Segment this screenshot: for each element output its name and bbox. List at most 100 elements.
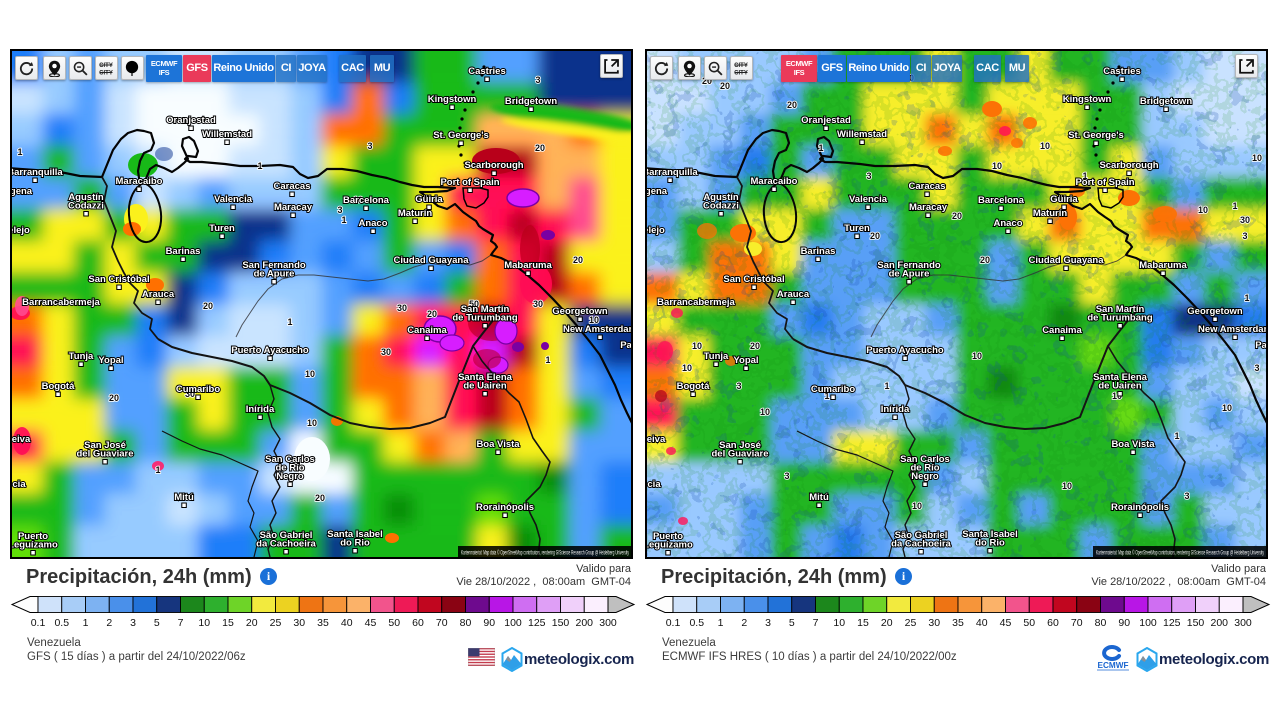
svg-text:10: 10 <box>1040 141 1050 151</box>
svg-text:do Rio: do Rio <box>975 538 1005 549</box>
svg-text:1: 1 <box>824 391 829 401</box>
svg-text:30: 30 <box>928 617 940 629</box>
svg-text:Boa Vista: Boa Vista <box>476 439 520 450</box>
svg-text:Barinas: Barinas <box>801 246 836 257</box>
svg-text:20: 20 <box>573 255 583 265</box>
svg-text:Anaco: Anaco <box>358 218 387 229</box>
svg-text:20: 20 <box>870 231 880 241</box>
svg-text:Maracay: Maracay <box>274 202 313 213</box>
svg-text:20: 20 <box>203 301 213 311</box>
svg-text:eiva: eiva <box>12 434 31 445</box>
svg-text:da Cachoeira: da Cachoeira <box>256 539 316 550</box>
svg-text:Güiria: Güiria <box>415 194 443 205</box>
svg-text:150: 150 <box>1187 617 1205 629</box>
svg-text:5: 5 <box>789 617 795 629</box>
svg-text:de Apure: de Apure <box>889 269 930 280</box>
svg-text:Mabaruma: Mabaruma <box>504 260 552 271</box>
svg-text:300: 300 <box>1234 617 1252 629</box>
svg-text:25: 25 <box>270 617 282 629</box>
svg-text:São Gabriel: São Gabriel <box>895 530 948 541</box>
svg-text:35: 35 <box>952 617 964 629</box>
svg-text:3: 3 <box>1184 491 1189 501</box>
svg-text:Barcelona: Barcelona <box>978 195 1025 206</box>
svg-text:1: 1 <box>17 147 22 157</box>
svg-text:Barinas: Barinas <box>166 246 201 257</box>
svg-text:30: 30 <box>293 617 305 629</box>
svg-text:90: 90 <box>1118 617 1130 629</box>
svg-text:Barranquilla: Barranquilla <box>647 167 698 178</box>
svg-text:de Río: de Río <box>910 463 939 474</box>
svg-text:1: 1 <box>1232 201 1237 211</box>
svg-text:CITY: CITY <box>99 63 113 69</box>
svg-text:del Guaviare: del Guaviare <box>711 449 768 460</box>
svg-text:60: 60 <box>1047 617 1059 629</box>
svg-text:Leguízamo: Leguízamo <box>647 540 693 551</box>
svg-text:10: 10 <box>992 161 1002 171</box>
svg-text:60: 60 <box>412 617 424 629</box>
svg-text:Anaco: Anaco <box>993 218 1022 229</box>
svg-text:Turen: Turen <box>844 223 870 234</box>
svg-text:San José: San José <box>84 440 126 451</box>
svg-text:Kartenmaterial: Map data © Ope: Kartenmaterial: Map data © OpenStreetMap… <box>1096 549 1264 557</box>
svg-text:do Rio: do Rio <box>340 538 370 549</box>
svg-text:Willemstad: Willemstad <box>837 129 887 140</box>
svg-text:200: 200 <box>1210 617 1228 629</box>
svg-text:cia: cia <box>12 479 26 490</box>
svg-text:Caracas: Caracas <box>909 181 946 192</box>
svg-text:0.1: 0.1 <box>31 617 46 629</box>
svg-text:de Turumbang: de Turumbang <box>1087 313 1152 324</box>
svg-text:3: 3 <box>1254 363 1259 373</box>
svg-text:Tunja: Tunja <box>704 351 729 362</box>
svg-text:Caracas: Caracas <box>274 181 311 192</box>
svg-text:10: 10 <box>912 501 922 511</box>
svg-text:Georgetown: Georgetown <box>1187 306 1243 317</box>
svg-text:del Guaviare: del Guaviare <box>76 449 133 460</box>
svg-text:15: 15 <box>222 617 234 629</box>
svg-text:1: 1 <box>257 161 262 171</box>
svg-text:1: 1 <box>1082 171 1087 181</box>
svg-text:10: 10 <box>198 617 210 629</box>
svg-text:Rorainópolis: Rorainópolis <box>476 502 534 513</box>
svg-text:10: 10 <box>1252 153 1262 163</box>
svg-text:San Fernando: San Fernando <box>877 260 941 271</box>
svg-text:de Turumbang: de Turumbang <box>452 313 517 324</box>
svg-text:Turen: Turen <box>209 223 235 234</box>
svg-text:90: 90 <box>483 617 495 629</box>
svg-text:eiva: eiva <box>647 434 666 445</box>
svg-text:3: 3 <box>130 617 136 629</box>
svg-text:10: 10 <box>833 617 845 629</box>
svg-text:Negro: Negro <box>276 471 304 482</box>
svg-text:1: 1 <box>545 355 550 365</box>
svg-text:Oranjestad: Oranjestad <box>801 115 851 126</box>
svg-text:Santa Elena: Santa Elena <box>1093 372 1148 383</box>
svg-text:Pa: Pa <box>620 340 631 351</box>
svg-text:Agustín: Agustín <box>703 192 739 203</box>
svg-text:10: 10 <box>972 351 982 361</box>
svg-text:Puerto Ayacucho: Puerto Ayacucho <box>866 345 944 356</box>
svg-text:3: 3 <box>1242 231 1247 241</box>
svg-text:Bridgetown: Bridgetown <box>505 96 557 107</box>
svg-text:0.5: 0.5 <box>689 617 704 629</box>
svg-text:10: 10 <box>589 315 599 325</box>
svg-text:10: 10 <box>305 369 315 379</box>
svg-text:St. George's: St. George's <box>433 130 489 141</box>
svg-text:gena: gena <box>647 186 668 197</box>
svg-text:25: 25 <box>905 617 917 629</box>
svg-text:1: 1 <box>1174 431 1179 441</box>
svg-text:20: 20 <box>787 100 797 110</box>
svg-text:Scarborough: Scarborough <box>1099 160 1158 171</box>
svg-text:Ciudad Guayana: Ciudad Guayana <box>394 255 470 266</box>
svg-text:Port of Spain: Port of Spain <box>440 177 499 188</box>
svg-text:1: 1 <box>1244 293 1249 303</box>
svg-text:Puerto: Puerto <box>653 531 683 542</box>
svg-text:10: 10 <box>1112 391 1122 401</box>
svg-text:Rorainópolis: Rorainópolis <box>1111 502 1169 513</box>
svg-text:elejo: elejo <box>647 225 665 236</box>
svg-text:20: 20 <box>535 143 545 153</box>
svg-text:de Apure: de Apure <box>254 269 295 280</box>
svg-text:Bogotá: Bogotá <box>677 381 710 392</box>
svg-text:Yopal: Yopal <box>733 355 758 366</box>
svg-text:3: 3 <box>765 617 771 629</box>
svg-text:2: 2 <box>741 617 747 629</box>
svg-text:20: 20 <box>720 81 730 91</box>
